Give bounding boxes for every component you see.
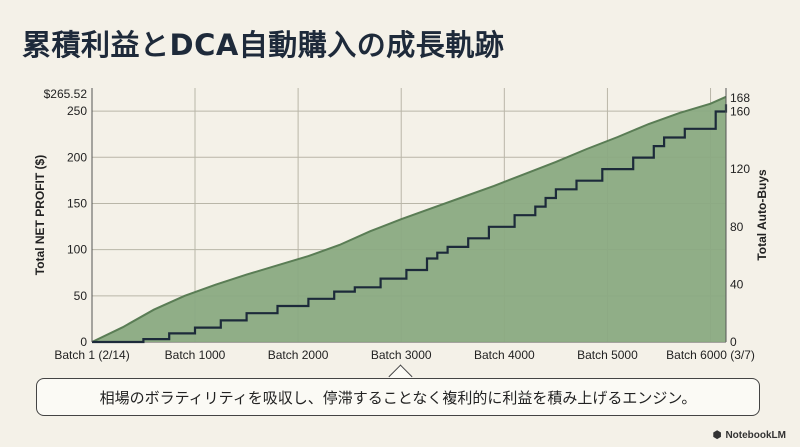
notebooklm-icon: ⬢ [712,430,722,441]
autobuy-step-line [92,104,728,344]
y2-tick-label-0: 0 [730,335,737,349]
x-tick-label-4: Batch 4000 [474,348,535,362]
x-tick-label-5: Batch 5000 [577,348,638,362]
profit-line [91,95,727,343]
x-tick-labels: Batch 1 (2/14) Batch 1000 Batch 2000 Batch … [54,348,755,362]
y-tick-label-1: 50 [74,289,88,303]
y-top-label: $265.52 [44,87,88,101]
profit-area [92,96,726,342]
chart-title: 累積利益とDCA自動購入の成長軌跡 [22,28,505,62]
y-tick-labels: 0 50 100 150 200 250 [67,104,87,349]
summary-callout: 相場のボラティリティを吸収し、停滞することなく複利的に利益を積み上げるエンジン。 [36,378,760,416]
y2-tick-label-1: 40 [730,277,744,291]
x-tick-label-6: Batch 6000 (3/7) [666,348,755,362]
x-tick-label-0: Batch 1 (2/14) [54,348,129,362]
y2-axis-title: Total Auto-Buys [755,169,769,261]
x-tick-label-1: Batch 1000 [165,348,226,362]
y-tick-label-2: 100 [67,243,87,257]
y-axis-title: Total NET PROFIT ($) [33,155,47,275]
y-tick-label-5: 250 [67,104,87,118]
x-tick-label-3: Batch 3000 [371,348,432,362]
y2-top-label: 168 [730,91,750,105]
callout-text: 相場のボラティリティを吸収し、停滞することなく複利的に利益を積み上げるエンジン。 [99,388,697,407]
y2-tick-label-4: 160 [730,105,750,119]
brand-name: NotebookLM [725,430,786,441]
y2-tick-label-2: 80 [730,220,744,234]
y2-tick-labels: 0 40 80 120 160 [730,105,750,349]
y-tick-label-0: 0 [80,335,87,349]
brand-badge: ⬢ NotebookLM [713,430,786,441]
y-tick-label-4: 200 [67,150,87,164]
y2-tick-label-3: 120 [730,162,750,176]
x-tick-label-2: Batch 2000 [268,348,329,362]
y-tick-label-3: 150 [67,196,87,210]
